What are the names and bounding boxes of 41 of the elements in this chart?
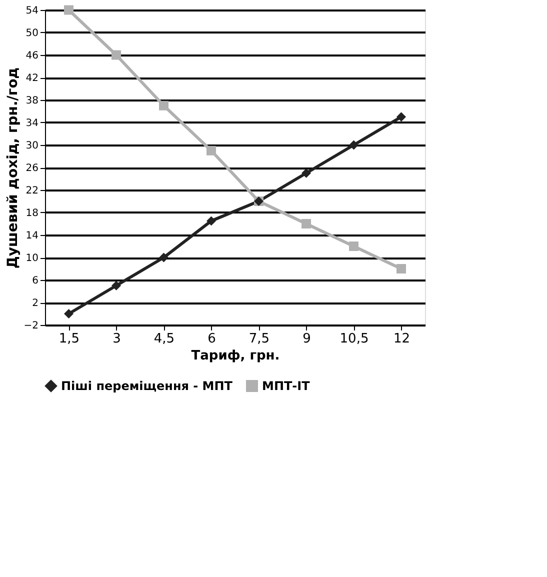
point bbox=[159, 252, 168, 262]
point bbox=[396, 264, 406, 274]
point bbox=[112, 50, 121, 60]
point bbox=[396, 112, 406, 122]
legend-label: МПТ-ІТ bbox=[262, 379, 311, 393]
x-tick-label: 9 bbox=[302, 332, 311, 346]
point bbox=[349, 140, 358, 150]
y-tick-label: 42 bbox=[26, 73, 38, 84]
x-tick-label: 1,5 bbox=[58, 332, 80, 346]
y-tick-label: 34 bbox=[26, 118, 38, 129]
point bbox=[112, 280, 121, 290]
y-axis-title: Душевий дохід, грн./год bbox=[4, 67, 21, 269]
y-tick-label: 46 bbox=[26, 50, 38, 62]
point bbox=[206, 146, 216, 156]
point bbox=[302, 219, 311, 228]
point bbox=[64, 5, 74, 15]
x-tick-label: 6 bbox=[208, 332, 216, 346]
point bbox=[159, 100, 168, 110]
y-tick-label: 26 bbox=[26, 163, 38, 174]
y-tick-label: 22 bbox=[26, 186, 38, 196]
y-tick-label: 10 bbox=[26, 253, 38, 264]
y-tick-label: 54 bbox=[26, 6, 38, 16]
y-tick-label: 14 bbox=[26, 230, 38, 242]
y-tick-label: −2 bbox=[24, 320, 38, 332]
x-tick-label: 3 bbox=[112, 332, 121, 346]
x-tick-label: 10,5 bbox=[340, 332, 369, 346]
y-tick-label: 38 bbox=[26, 96, 38, 106]
x-tick-label: 12 bbox=[393, 332, 410, 346]
legend-label: Піші переміщення - МПТ bbox=[61, 379, 234, 393]
point bbox=[349, 242, 358, 251]
x-tick-label: 7,5 bbox=[248, 332, 270, 346]
y-tick-label: 2 bbox=[32, 298, 38, 309]
point bbox=[64, 309, 74, 318]
y-tick-label: 18 bbox=[26, 208, 38, 219]
point bbox=[302, 168, 311, 178]
x-axis-title: Тариф, грн. bbox=[191, 348, 280, 364]
y-tick-label: 6 bbox=[32, 276, 38, 286]
point bbox=[206, 216, 216, 226]
y-tick-label: 50 bbox=[26, 28, 38, 39]
y-tick-label: 30 bbox=[26, 140, 38, 152]
x-tick-label: 4,5 bbox=[154, 332, 175, 346]
